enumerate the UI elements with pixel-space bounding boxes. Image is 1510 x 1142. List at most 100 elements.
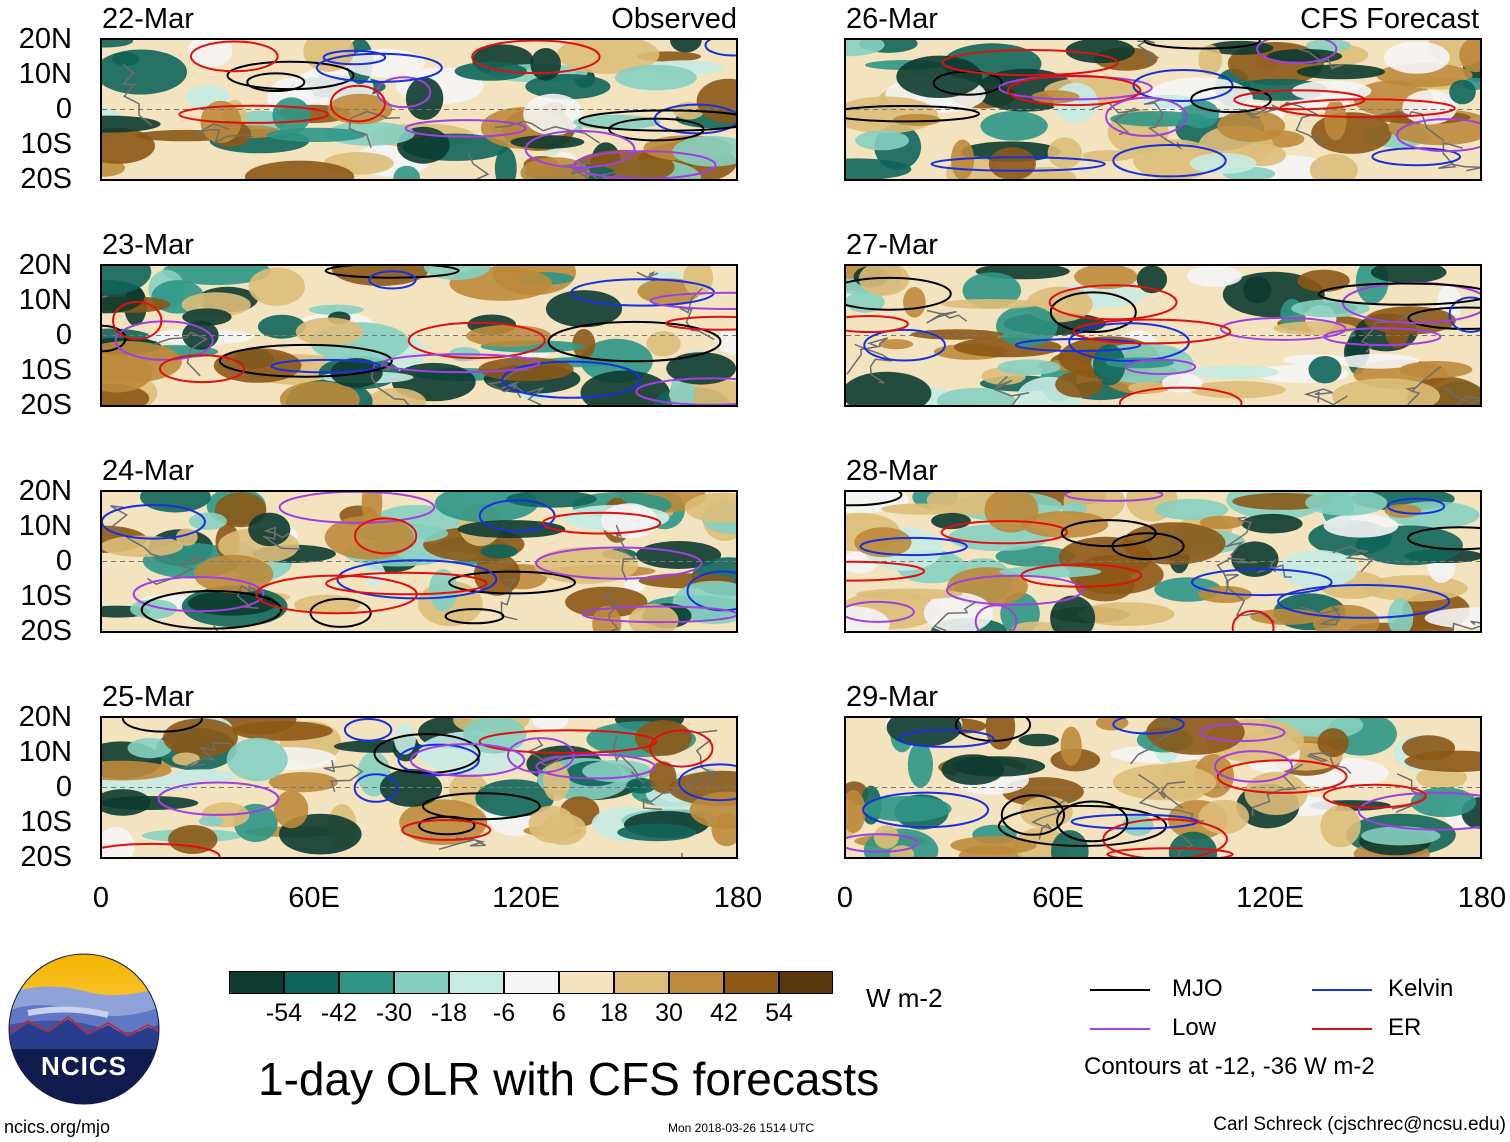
olr-anomaly-blob bbox=[628, 603, 679, 631]
lat-label: 20S bbox=[20, 163, 72, 195]
olr-anomaly-blob bbox=[999, 566, 1102, 578]
olr-anomaly-blob bbox=[1384, 504, 1422, 518]
olr-anomaly-blob bbox=[1146, 718, 1245, 755]
map-panel-observed-22-mar bbox=[100, 38, 738, 181]
olr-anomaly-blob bbox=[1308, 356, 1342, 384]
lat-label: 10N bbox=[18, 510, 72, 542]
olr-anomaly-blob bbox=[324, 515, 415, 560]
panel-date-24-mar: 24-Mar bbox=[102, 455, 194, 487]
olr-anomaly-blob bbox=[102, 127, 155, 164]
wave-contour bbox=[401, 819, 492, 841]
wave-contour bbox=[478, 729, 658, 754]
olr-anomaly-blob bbox=[626, 777, 656, 794]
wave-contour bbox=[1106, 847, 1234, 857]
olr-anomaly-blob bbox=[226, 737, 288, 782]
olr-anomaly-blob bbox=[672, 136, 736, 167]
olr-anomaly-blob bbox=[162, 718, 238, 758]
olr-anomaly-blob bbox=[1402, 735, 1456, 761]
wave-contour bbox=[1219, 316, 1347, 341]
map-panel-forecast-29-mar bbox=[844, 716, 1482, 859]
wave-contour bbox=[159, 354, 246, 384]
wave-contour bbox=[353, 773, 399, 803]
olr-anomaly-blob bbox=[670, 40, 702, 53]
olr-anomaly-blob bbox=[198, 816, 224, 827]
colorbar-swatch bbox=[449, 971, 504, 994]
olr-anomaly-blob bbox=[268, 772, 338, 793]
wave-contour bbox=[1112, 144, 1227, 178]
wave-contour bbox=[846, 560, 926, 582]
olr-anomaly-blob bbox=[1112, 764, 1217, 801]
olr-anomaly-blob bbox=[308, 304, 364, 315]
olr-anomaly-blob bbox=[1110, 111, 1207, 127]
olr-anomaly-blob bbox=[1317, 728, 1349, 758]
wave-contour bbox=[325, 571, 488, 596]
wave-contour bbox=[1198, 723, 1286, 742]
olr-anomaly-blob bbox=[854, 527, 912, 558]
olr-anomaly-blob bbox=[582, 760, 652, 783]
olr-anomaly-blob bbox=[684, 492, 736, 523]
wave-contour bbox=[1020, 563, 1143, 588]
wave-contour bbox=[102, 842, 221, 857]
coastline bbox=[1332, 545, 1376, 573]
wave-contour bbox=[547, 320, 722, 363]
olr-anomaly-blob bbox=[1065, 40, 1135, 64]
wave-contour bbox=[1056, 800, 1129, 843]
olr-anomaly-blob bbox=[717, 327, 736, 355]
olr-anomaly-blob bbox=[1078, 602, 1175, 626]
lon-label: 180 bbox=[1457, 882, 1507, 914]
wave-contour bbox=[157, 781, 280, 816]
coastline bbox=[614, 524, 639, 581]
olr-anomaly-blob bbox=[405, 77, 444, 120]
wave-contour bbox=[501, 360, 642, 399]
olr-anomaly-blob bbox=[188, 512, 227, 530]
olr-anomaly-blob bbox=[182, 308, 232, 326]
wave-contour bbox=[581, 605, 736, 624]
figure-title: 1-day OLR with CFS forecasts bbox=[258, 1053, 880, 1105]
lat-label: 10S bbox=[20, 128, 72, 160]
olr-anomaly-blob bbox=[1189, 381, 1286, 399]
coastline bbox=[1130, 721, 1181, 765]
olr-anomaly-blob bbox=[213, 348, 302, 383]
coastline bbox=[1216, 557, 1259, 596]
olr-anomaly-blob bbox=[1305, 492, 1388, 516]
map-field bbox=[846, 718, 1480, 857]
wave-contour bbox=[578, 109, 736, 132]
wave-contour bbox=[535, 546, 703, 580]
olr-anomaly-blob bbox=[615, 64, 697, 91]
ncics-logo-text: NCICS bbox=[41, 1051, 127, 1081]
colorbar-label: 30 bbox=[655, 999, 683, 1027]
olr-anomaly-blob bbox=[1424, 607, 1480, 629]
olr-anomaly-blob bbox=[846, 371, 932, 405]
olr-anomaly-blob bbox=[988, 147, 1036, 179]
map-panel-forecast-28-mar bbox=[844, 490, 1482, 633]
lat-label: 0 bbox=[55, 319, 72, 351]
olr-anomaly-blob bbox=[1051, 830, 1089, 857]
map-field bbox=[102, 718, 736, 857]
wave-contour bbox=[897, 729, 995, 748]
wave-contour bbox=[1357, 791, 1480, 831]
olr-anomaly-blob bbox=[846, 790, 866, 834]
wave-contour bbox=[1448, 296, 1480, 333]
wave-contour bbox=[1322, 783, 1427, 809]
olr-anomaly-blob bbox=[1031, 90, 1080, 104]
wave-contour bbox=[635, 377, 736, 405]
wave-contour bbox=[846, 833, 919, 853]
wave-contour bbox=[846, 276, 952, 311]
map-field bbox=[102, 40, 736, 179]
olr-anomaly-blob bbox=[1199, 515, 1244, 530]
panel-date-22-mar: 22-Mar bbox=[102, 3, 194, 35]
wave-contour bbox=[524, 130, 636, 169]
olr-anomaly-blob bbox=[295, 317, 363, 347]
cfs-forecast-label: CFS Forecast bbox=[1300, 3, 1479, 35]
wave-contour bbox=[132, 576, 265, 613]
olr-anomaly-blob bbox=[1320, 805, 1361, 848]
wave-contour bbox=[704, 40, 736, 57]
olr-anomaly-blob bbox=[1305, 40, 1352, 52]
olr-anomaly-blob bbox=[846, 158, 912, 179]
coastline bbox=[1136, 40, 1160, 64]
coastline bbox=[1438, 141, 1480, 172]
ncics-logo: NCICS bbox=[8, 953, 160, 1105]
panel-date-26-mar: 26-Mar bbox=[846, 3, 938, 35]
olr-anomaly-blob bbox=[130, 599, 178, 619]
colorbar-swatch bbox=[339, 971, 394, 994]
